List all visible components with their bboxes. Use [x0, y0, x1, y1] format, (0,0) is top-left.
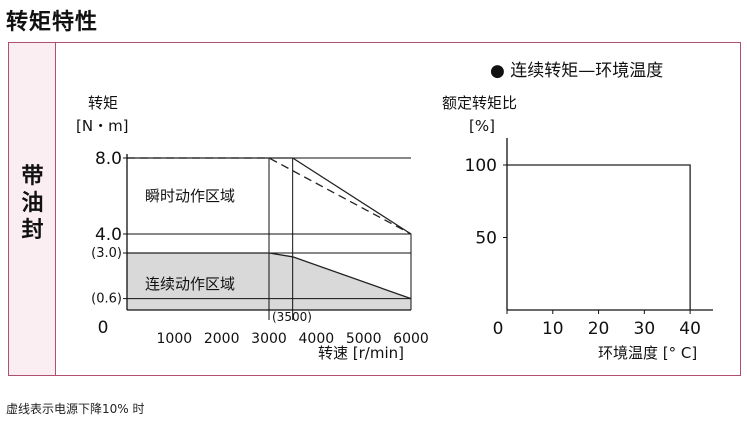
ratio-x-tick-label-0: 0: [493, 319, 504, 339]
torque-lines: [127, 157, 412, 320]
torque-y-tick-label-2: (3.0): [91, 246, 122, 261]
ratio-series-line-0: [507, 164, 691, 310]
region-label-instant: 瞬时动作区域: [145, 187, 235, 205]
torque-x-tick-label-4: 5000: [346, 331, 382, 347]
torque-series-line-2: [127, 252, 412, 300]
torque-speed-chart: 转矩 [N・m] 8.0 4.0(3.0) (0.6) 1000 2000 3000 400…: [76, 94, 429, 362]
torque-x-tick-label-2: 3000: [251, 331, 287, 347]
ratio-ticks: 100 50 0 10 20 30 40: [465, 156, 701, 339]
ratio-y-tick-label-1: 50: [475, 229, 497, 249]
torque-y-tick-label-3: (0.6): [91, 292, 122, 307]
side-label-char-3: 封: [21, 218, 44, 243]
side-label-char-1: 带: [21, 164, 44, 189]
ratio-x-tick-label-3: 30: [634, 319, 656, 339]
torque-xlabel: 转速 [r/min]: [318, 344, 404, 362]
side-label: 带 油 封: [9, 163, 56, 244]
torque-x-tick-label-0: 1000: [157, 331, 193, 347]
ratio-ylabel-line2: [%]: [469, 117, 495, 135]
torque-x-tick-label-3: 4000: [299, 331, 335, 347]
torque-series-line-1: [127, 157, 412, 235]
torque-ylabel-line1: 转矩: [88, 94, 118, 112]
torque-x-tick-label-5: 6000: [393, 331, 429, 347]
ratio-xlabel: 环境温度 [° C]: [598, 344, 697, 362]
torque-ticks: 8.0 4.0(3.0) (0.6) 1000 2000 3000 4000 5000 6000…: [91, 149, 429, 347]
side-bar: 带 油 封: [9, 43, 56, 375]
side-label-char-2: 油: [21, 191, 44, 216]
region-label-continuous: 连续动作区域: [145, 275, 235, 293]
chart-panel: 带 油 封: [8, 42, 741, 376]
temperature-chart-title: ● 连续转矩—环境温度: [490, 61, 663, 81]
torque-axes: [126, 154, 411, 311]
footnote: 虚线表示电源下降10% 时: [6, 402, 145, 416]
ratio-ylabel-line1: 额定转矩比: [442, 94, 517, 112]
torque-x-tick-label-1: 2000: [204, 331, 240, 347]
x-annotation-3500: (3500): [272, 310, 312, 324]
ratio-x-tick-label-1: 10: [542, 319, 564, 339]
page-title: 转矩特性: [6, 10, 99, 35]
ratio-lines: [507, 164, 691, 310]
torque-ylabel-line2: [N・m]: [76, 117, 129, 135]
ratio-axes: [506, 138, 713, 311]
torque-y-tick-label-1: 4.0: [95, 225, 122, 245]
torque-origin-label: 0: [98, 318, 109, 338]
ratio-x-tick-label-2: 20: [588, 319, 610, 339]
ratio-y-tick-label-0: 100: [465, 156, 497, 176]
temperature-chart: ● 连续转矩—环境温度 额定转矩比 [%] 100 50 0 10 20 30 40 环境温…: [442, 61, 713, 362]
ratio-x-tick-label-4: 40: [679, 319, 701, 339]
torque-y-tick-label-0: 8.0: [95, 149, 122, 169]
